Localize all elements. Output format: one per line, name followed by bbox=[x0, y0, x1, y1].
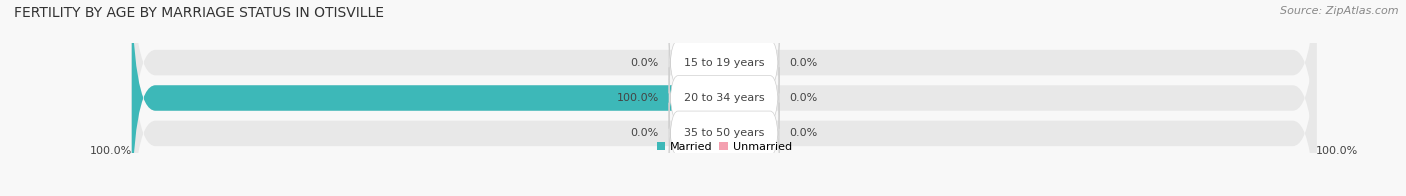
FancyBboxPatch shape bbox=[689, 1, 724, 124]
FancyBboxPatch shape bbox=[689, 72, 724, 195]
Text: 0.0%: 0.0% bbox=[631, 128, 659, 138]
Text: 15 to 19 years: 15 to 19 years bbox=[683, 58, 765, 68]
FancyBboxPatch shape bbox=[669, 67, 779, 129]
FancyBboxPatch shape bbox=[132, 0, 724, 196]
Text: 0.0%: 0.0% bbox=[789, 128, 817, 138]
FancyBboxPatch shape bbox=[132, 0, 1316, 191]
Text: 0.0%: 0.0% bbox=[631, 58, 659, 68]
Text: 0.0%: 0.0% bbox=[789, 93, 817, 103]
Text: 100.0%: 100.0% bbox=[617, 93, 659, 103]
Text: Source: ZipAtlas.com: Source: ZipAtlas.com bbox=[1281, 6, 1399, 16]
Text: 100.0%: 100.0% bbox=[1316, 146, 1358, 156]
Text: 0.0%: 0.0% bbox=[789, 58, 817, 68]
FancyBboxPatch shape bbox=[669, 32, 779, 93]
FancyBboxPatch shape bbox=[132, 0, 1316, 196]
FancyBboxPatch shape bbox=[724, 1, 759, 124]
FancyBboxPatch shape bbox=[689, 37, 724, 159]
Text: 35 to 50 years: 35 to 50 years bbox=[683, 128, 765, 138]
FancyBboxPatch shape bbox=[724, 72, 759, 195]
Text: FERTILITY BY AGE BY MARRIAGE STATUS IN OTISVILLE: FERTILITY BY AGE BY MARRIAGE STATUS IN O… bbox=[14, 6, 384, 20]
FancyBboxPatch shape bbox=[669, 103, 779, 164]
Text: 20 to 34 years: 20 to 34 years bbox=[683, 93, 765, 103]
Text: 100.0%: 100.0% bbox=[90, 146, 132, 156]
FancyBboxPatch shape bbox=[132, 5, 1316, 196]
FancyBboxPatch shape bbox=[724, 37, 759, 159]
Legend: Married, Unmarried: Married, Unmarried bbox=[652, 137, 796, 156]
